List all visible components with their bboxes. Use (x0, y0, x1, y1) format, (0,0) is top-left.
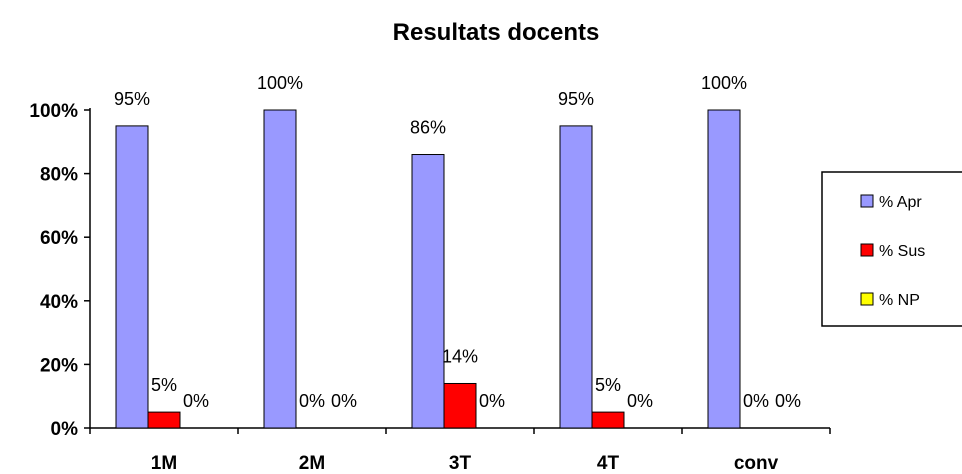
data-label: 0% (331, 391, 357, 411)
data-label: 95% (558, 89, 594, 109)
data-label: 0% (479, 391, 505, 411)
data-label: 5% (151, 375, 177, 395)
bar-sus-1m (147, 411, 181, 429)
legend-label: % Sus (879, 243, 925, 260)
y-tick-label: 100% (29, 101, 78, 122)
bar-apr-conv (707, 109, 741, 429)
axes: 0% 20% 40% 60% 80% 100% 1M 2M 3T 4T conv (29, 101, 831, 474)
data-label: 100% (257, 73, 303, 93)
chart-title: Resultats docents (393, 19, 600, 46)
data-labels: 95% 5% 0% 100% 0% 0% 86% 14% 0% 95% 5% 0% 100% 0% 0% (114, 73, 801, 411)
bar-apr-1m (115, 125, 149, 429)
bar-apr-3t (411, 154, 445, 429)
data-label: 0% (775, 391, 801, 411)
x-tick-label: 1M (151, 453, 177, 474)
data-label: 0% (183, 391, 209, 411)
legend-label: % NP (879, 292, 920, 309)
y-tick-label: 0% (51, 419, 79, 440)
data-label: 0% (627, 391, 653, 411)
data-label: 5% (595, 375, 621, 395)
bar-sus-3t (443, 382, 477, 429)
y-tick-label: 40% (40, 292, 78, 313)
data-label: 0% (743, 391, 769, 411)
y-tick-label: 80% (40, 165, 78, 186)
legend-swatch (860, 292, 874, 306)
x-tick-label: 4T (597, 453, 620, 474)
bars (115, 109, 741, 429)
data-label: 100% (701, 73, 747, 93)
bar-apr-2m (263, 109, 297, 429)
legend-swatch (860, 194, 874, 208)
data-label: 14% (442, 346, 478, 366)
x-tick-label: 3T (449, 453, 472, 474)
legend-swatch (860, 243, 874, 257)
data-label: 0% (299, 391, 325, 411)
y-tick-label: 20% (40, 355, 78, 376)
data-label: 86% (410, 118, 446, 138)
legend: % Apr % Sus % NP (821, 171, 962, 327)
bar-apr-4t (559, 125, 593, 429)
legend-label: % Apr (879, 194, 922, 211)
x-tick-label: 2M (299, 453, 325, 474)
y-tick-label: 60% (40, 228, 78, 249)
x-tick-label: conv (734, 453, 779, 474)
bar-sus-4t (591, 411, 625, 429)
data-label: 95% (114, 89, 150, 109)
legend-box (821, 171, 962, 327)
